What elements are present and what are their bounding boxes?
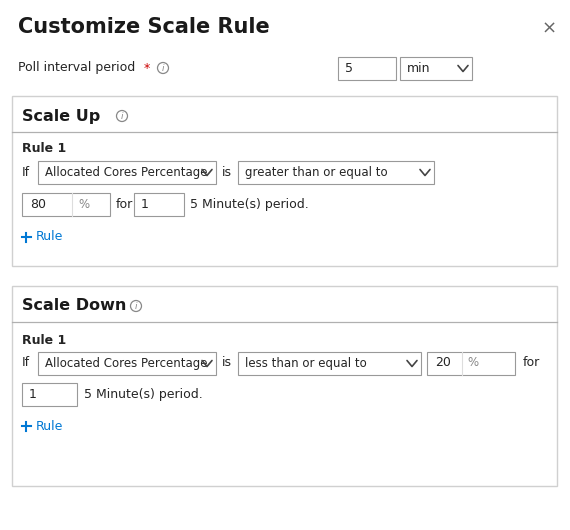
Text: 5 Minute(s) period.: 5 Minute(s) period.: [84, 388, 203, 401]
Bar: [427, 352, 515, 375]
Text: 1: 1: [141, 198, 149, 211]
Bar: [134, 193, 184, 216]
Text: 1: 1: [29, 388, 37, 401]
Text: Allocated Cores Percentage: Allocated Cores Percentage: [45, 166, 207, 179]
Text: Rule 1: Rule 1: [22, 333, 66, 347]
Text: If: If: [22, 357, 30, 369]
Text: Customize Scale Rule: Customize Scale Rule: [18, 17, 270, 37]
Bar: [38, 352, 216, 375]
Text: less than or equal to: less than or equal to: [245, 357, 367, 370]
Text: for: for: [523, 357, 540, 369]
Text: 20: 20: [435, 357, 451, 369]
Circle shape: [157, 63, 169, 74]
Text: 5 Minute(s) period.: 5 Minute(s) period.: [190, 198, 309, 211]
Bar: [22, 193, 110, 216]
Text: i: i: [162, 64, 164, 73]
Bar: [12, 286, 557, 486]
Text: 5: 5: [345, 62, 353, 75]
Circle shape: [131, 301, 141, 312]
Bar: [38, 161, 216, 184]
Text: Scale Down: Scale Down: [22, 298, 127, 314]
Circle shape: [116, 110, 128, 121]
Text: *: *: [140, 61, 150, 75]
Bar: [338, 57, 396, 80]
Bar: [22, 383, 77, 406]
Text: i: i: [135, 302, 137, 311]
Bar: [238, 352, 421, 375]
Text: greater than or equal to: greater than or equal to: [245, 166, 388, 179]
Bar: [400, 57, 472, 80]
Text: ×: ×: [542, 20, 556, 38]
Text: is: is: [222, 165, 232, 179]
Bar: [238, 161, 434, 184]
Text: Allocated Cores Percentage: Allocated Cores Percentage: [45, 357, 207, 370]
Text: min: min: [407, 62, 430, 75]
Text: is: is: [222, 357, 232, 369]
Text: for: for: [116, 198, 133, 211]
Text: %: %: [467, 357, 478, 369]
Text: i: i: [121, 112, 123, 121]
Text: Rule: Rule: [36, 420, 63, 432]
Bar: [12, 96, 557, 266]
Text: Rule 1: Rule 1: [22, 143, 66, 155]
Text: Rule: Rule: [36, 231, 63, 243]
Text: Poll interval period: Poll interval period: [18, 61, 135, 75]
Text: Scale Up: Scale Up: [22, 109, 100, 123]
Text: 80: 80: [30, 198, 46, 211]
Text: %: %: [78, 198, 89, 211]
Text: If: If: [22, 165, 30, 179]
